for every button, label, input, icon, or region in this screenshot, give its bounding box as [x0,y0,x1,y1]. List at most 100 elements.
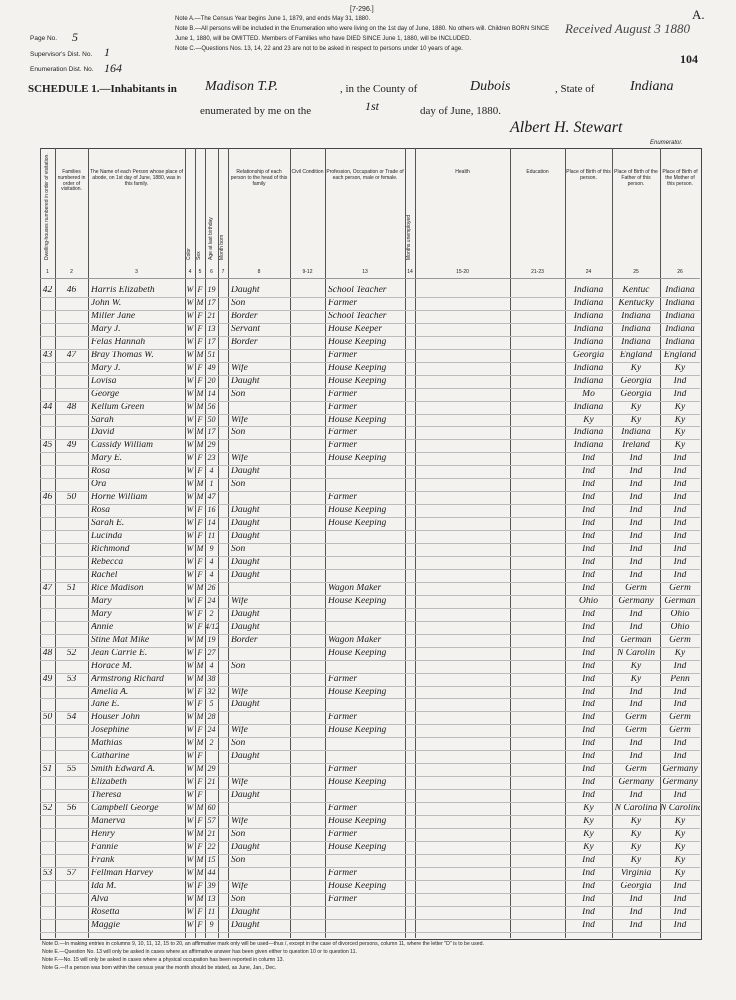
column-number: 24 [585,269,592,275]
cell-mother: Ind [673,687,687,697]
cell-age: 9 [209,545,214,553]
cell-occupation: Farmer [328,868,358,878]
cell-mother: Indiana [665,298,695,308]
cell-birthplace: Ky [583,415,594,425]
cell-color: W [186,454,194,463]
cell-family: 51 [66,583,77,593]
cell-mother: Ind [673,739,687,749]
column-number: 9-12 [302,269,313,275]
row-rule [40,866,700,868]
cell-mother: Ind [673,894,687,904]
cell-name: Horne William [91,493,148,503]
row-rule [40,607,700,609]
cell-sex: M [196,428,204,437]
cell-sex: M [196,674,204,683]
row-rule [40,413,700,415]
column-number: 2 [70,269,73,275]
cell-age: 32 [207,687,216,696]
cell-name: Harris Elizabeth [91,286,155,295]
column-header: The Name of each Person whose place of a… [88,150,185,278]
cell-relation: Daught [231,570,260,580]
cell-mother: Germ [669,726,691,736]
cell-relation: Daught [231,376,260,386]
cell-color: W [186,700,194,709]
cell-relation: Daught [231,842,260,852]
column-number: 5 [198,269,202,275]
cell-sex: F [197,596,203,605]
cell-color: W [186,752,194,761]
cell-family: 46 [66,286,77,295]
cell-family: 49 [66,441,77,451]
column-header: Place of Birth of the Father of this per… [612,150,660,278]
cell-color: W [186,363,194,372]
cell-birthplace: Indiana [573,441,604,451]
cell-color: W [186,570,194,579]
column-header: Place of Birth of this person. 24 [565,150,612,278]
column-title: Age at last birthday [207,217,214,260]
cell-father: Ind [629,739,643,749]
cell-relation: Daught [231,286,260,295]
cell-sex: F [197,609,203,618]
row-rule [40,827,700,829]
cell-birthplace: Ind [582,493,595,503]
cell-relation: Daught [231,752,260,762]
cell-family: 47 [66,350,77,360]
cell-occupation: House Keeping [328,816,387,826]
cell-mother: Ohio [670,609,690,619]
county: Dubois [470,79,511,94]
received-stamp: Received August 3 1880 [565,21,691,36]
cell-occupation: House Keeping [328,778,387,788]
row-rule [40,918,700,920]
row-rule [40,452,700,454]
cell-mother: Ind [673,467,687,477]
row-rule [40,659,700,661]
cell-relation: Wife [231,687,248,697]
cell-color: W [186,635,194,644]
row-rule [40,879,700,881]
cell-color: W [186,506,194,515]
cell-occupation: Farmer [328,894,358,904]
cell-mother: Ky [674,816,686,826]
cell-dwelling: 42 [42,286,53,295]
corner-letter: A. [692,7,705,22]
cell-birthplace: Indiana [573,376,604,386]
cell-birthplace: Georgia [572,350,605,360]
cell-father: Georgia [620,881,652,891]
row-rule [40,698,700,700]
cell-birthplace: Ky [583,842,594,852]
column-title: Civil Condition [291,169,324,175]
cell-age: 29 [207,765,216,774]
cell-color: W [186,324,194,333]
cell-color: W [186,532,194,540]
cell-name: Sarah E. [91,519,125,529]
cell-father: Ind [629,558,643,567]
cell-birthplace: Ky [583,816,594,826]
cell-father: Virginia [620,868,652,878]
cell-dwelling: 48 [42,648,53,658]
cell-age: 28 [207,713,216,722]
cell-relation: Wife [231,816,248,826]
cell-birthplace: Ky [583,829,594,839]
cell-color: W [186,441,194,450]
column-title: Months unemployed [406,214,413,260]
cell-mother: Ky [674,855,686,865]
row-rule [40,335,700,337]
cell-sex: F [197,558,203,566]
cell-name: Campbell George [91,804,159,813]
row-rule [40,556,700,557]
cell-father: Indiana [621,311,651,321]
note: Note B.—All persons will be included in … [175,26,550,32]
date-label: day of June, 1880. [420,105,501,117]
cell-color: W [186,674,194,683]
cell-age: 19 [207,286,216,294]
cell-sex: M [196,350,204,359]
cell-color: W [186,661,194,670]
cell-family: 52 [66,648,77,658]
cell-name: Bray Thomas W. [91,350,154,360]
cell-color: W [186,648,194,657]
cell-birthplace: Ind [582,635,595,645]
cell-birthplace: Indiana [573,298,604,308]
cell-name: Rice Madison [91,583,144,593]
cell-father: Ky [630,855,642,865]
cell-age: 21 [207,829,216,838]
